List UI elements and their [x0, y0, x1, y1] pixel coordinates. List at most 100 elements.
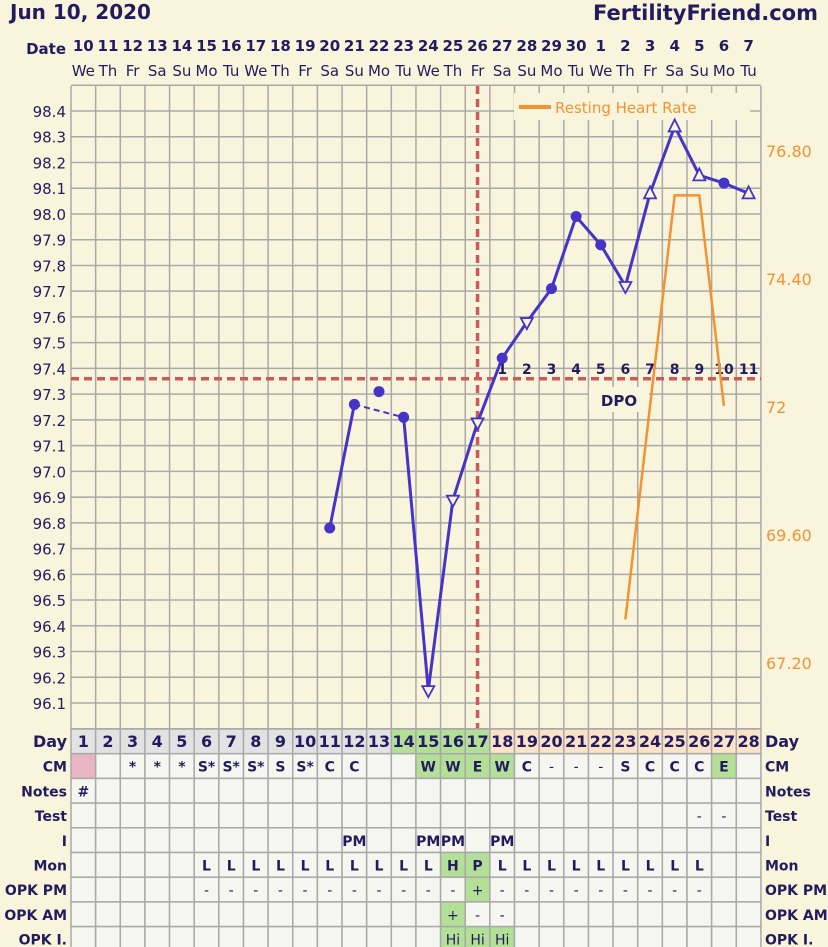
table-cell: [70, 802, 97, 829]
weekday: Fr: [126, 62, 141, 80]
table-cell: [710, 925, 738, 947]
table-cell: [464, 827, 491, 854]
table-cell: [686, 777, 713, 804]
temp-tick-label: 98.4: [33, 103, 66, 121]
cell-value: -: [574, 760, 579, 776]
row-label-right: Mon: [765, 859, 799, 875]
cell-value: 24: [639, 732, 661, 751]
table-cell: [686, 752, 713, 780]
cell-value: L: [325, 859, 334, 875]
table-cell: [636, 728, 664, 755]
temp-tick-label: 96.3: [33, 644, 66, 662]
cell-value: 1: [78, 732, 89, 751]
table-cell: [513, 925, 540, 947]
table-cell: [636, 777, 664, 804]
cell-value: 27: [713, 732, 735, 751]
table-cell: [735, 827, 762, 854]
weekday: Su: [517, 62, 536, 80]
cell-value: PM: [416, 834, 440, 850]
table-cell: [94, 802, 122, 829]
cell-value: -: [475, 908, 480, 924]
row-label-notes: Notes: [21, 784, 67, 800]
table-cell: [612, 925, 639, 947]
table-cell: [341, 777, 368, 804]
cell-value: 25: [664, 732, 686, 751]
weekday: Th: [615, 62, 635, 80]
date-number: 29: [541, 37, 562, 55]
table-cell: [316, 925, 343, 947]
date-number: 14: [171, 37, 192, 55]
table-cell: [316, 752, 343, 780]
date-number: 20: [319, 37, 340, 55]
row-label-opk-pm: OPK PM: [5, 883, 67, 899]
date-number: 28: [516, 37, 537, 55]
table-cell: [119, 901, 146, 928]
cell-value: W: [445, 760, 460, 776]
table-cell: [636, 925, 664, 947]
cell-value: C: [325, 760, 335, 776]
cell-value: 15: [417, 732, 439, 751]
dpo-box: [589, 387, 649, 412]
cell-value: H: [447, 859, 459, 875]
table-cell: [612, 777, 639, 804]
table-cell: [365, 876, 393, 903]
table-cell: [70, 752, 97, 780]
table-cell: [144, 827, 171, 854]
cell-value: 3: [127, 732, 138, 751]
temp-tick-label: 98.2: [33, 154, 66, 172]
row-label-right: Notes: [765, 784, 811, 800]
table-cell: [94, 752, 122, 780]
dpo-label: DPO: [601, 392, 637, 410]
cell-value: L: [227, 859, 236, 875]
table-cell: [242, 802, 269, 829]
table-cell: [439, 777, 466, 804]
cell-value: -: [672, 883, 677, 899]
dpo-number: 2: [522, 362, 532, 378]
cell-value: C: [670, 760, 680, 776]
cell-value: E: [473, 760, 483, 776]
table-cell: [439, 802, 466, 829]
row-label-right: CM: [765, 760, 789, 776]
table-cell: [341, 851, 368, 878]
table-cell: [292, 802, 319, 829]
table-cell: [316, 777, 343, 804]
cell-value: 4: [152, 732, 163, 751]
cell-value: C: [522, 760, 532, 776]
weekday: Mo: [540, 62, 562, 80]
table-cell: [267, 802, 294, 829]
site-name: FertilityFriend.com: [593, 1, 818, 25]
table-cell: [242, 901, 269, 928]
row-label-mon: Mon: [33, 859, 67, 875]
table-cell: [686, 827, 713, 854]
table-cell: [193, 925, 220, 947]
dpo-number: 3: [547, 362, 557, 378]
table-cell: [218, 802, 245, 829]
cell-value: L: [522, 859, 531, 875]
cell-value: 26: [688, 732, 710, 751]
table-cell: [390, 901, 417, 928]
cell-value: *: [129, 760, 137, 776]
temp-point-triangle-down: [445, 494, 461, 509]
cell-value: +: [472, 883, 484, 899]
table-cell: [538, 925, 565, 947]
cell-value: 21: [565, 732, 587, 751]
table-cell: [70, 901, 97, 928]
row-label-right: OPK AM: [765, 908, 828, 924]
table-cell: [489, 802, 516, 829]
table-cell: [365, 802, 393, 829]
table-cell: [193, 777, 220, 804]
table-cell: [439, 827, 466, 854]
cell-value: 12: [343, 732, 365, 751]
table-cell: [119, 851, 146, 878]
date-number: 21: [344, 37, 365, 55]
cell-value: 14: [393, 732, 415, 751]
temp-line: [648, 125, 677, 194]
cell-value: -: [401, 883, 406, 899]
cell-value: L: [276, 859, 285, 875]
table-cell: [538, 827, 565, 854]
table-cell: [242, 777, 269, 804]
table-cell: [242, 925, 269, 947]
temp-tick-label: 97.6: [33, 309, 66, 327]
cell-value: 22: [590, 732, 612, 751]
cell-value: -: [204, 883, 209, 899]
